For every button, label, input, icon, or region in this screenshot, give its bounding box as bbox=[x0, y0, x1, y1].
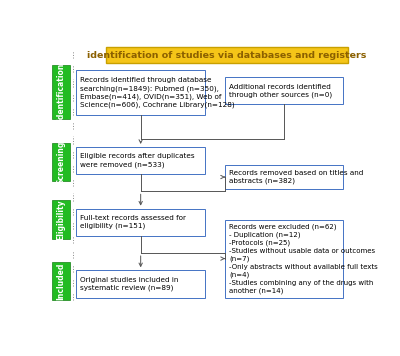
FancyBboxPatch shape bbox=[225, 220, 343, 298]
FancyBboxPatch shape bbox=[76, 209, 205, 236]
FancyBboxPatch shape bbox=[52, 143, 70, 181]
FancyBboxPatch shape bbox=[76, 147, 205, 174]
Text: Records removed based on titles and
abstracts (n=382): Records removed based on titles and abst… bbox=[229, 170, 364, 184]
FancyBboxPatch shape bbox=[52, 65, 70, 120]
Text: Identification: Identification bbox=[56, 63, 65, 121]
Text: Screening: Screening bbox=[56, 140, 65, 184]
FancyBboxPatch shape bbox=[52, 200, 70, 239]
Text: Original studies included in
systematic review (n=89): Original studies included in systematic … bbox=[80, 277, 179, 291]
Text: Additional records identified
through other sources (n=0): Additional records identified through ot… bbox=[229, 84, 332, 98]
Text: identification of studies via databases and registers: identification of studies via databases … bbox=[87, 51, 366, 60]
Text: Full-text records assessed for
eligibility (n=151): Full-text records assessed for eligibili… bbox=[80, 215, 186, 229]
Text: Records identified through database
searching(n=1849): Pubmed (n=350),
Embase(n=: Records identified through database sear… bbox=[80, 77, 235, 108]
Text: Eligible records after duplicates
were removed (n=533): Eligible records after duplicates were r… bbox=[80, 153, 195, 168]
FancyBboxPatch shape bbox=[52, 262, 70, 300]
FancyBboxPatch shape bbox=[225, 77, 343, 104]
Text: Eligibility: Eligibility bbox=[56, 199, 65, 240]
FancyBboxPatch shape bbox=[76, 270, 205, 298]
Text: Included: Included bbox=[56, 262, 65, 300]
FancyBboxPatch shape bbox=[76, 70, 205, 115]
FancyBboxPatch shape bbox=[106, 47, 348, 63]
Text: Records were excluded (n=62)
- Duplication (n=12)
-Protocols (n=25)
-Studies wit: Records were excluded (n=62) - Duplicati… bbox=[229, 223, 378, 294]
FancyBboxPatch shape bbox=[225, 165, 343, 189]
